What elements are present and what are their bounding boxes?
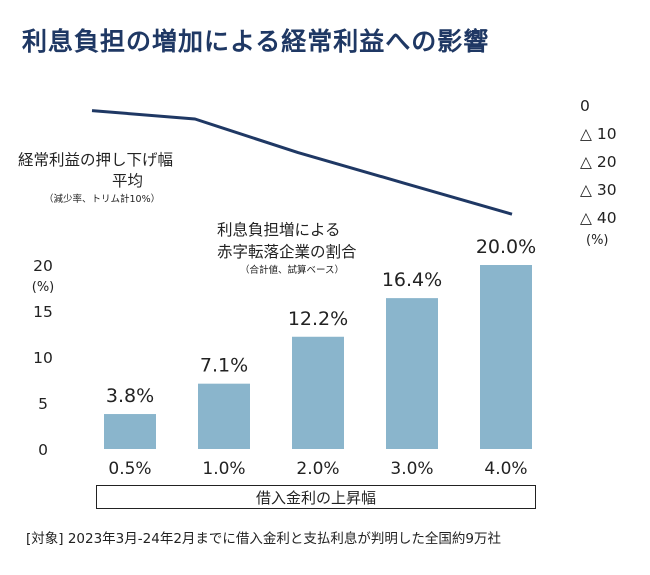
x-axis-tick: 2.0% <box>296 459 339 479</box>
x-axis-title: 借入金利の上昇幅 <box>96 485 536 509</box>
bar-3.0% <box>386 298 438 449</box>
chart-title: 利息負担の増加による経常利益への影響 <box>22 27 490 56</box>
bar-value-label: 20.0% <box>476 236 536 258</box>
bar-value-label: 3.8% <box>106 385 154 407</box>
right-axis-tick: △ 30 <box>580 181 617 199</box>
line-series-label-2: 平均 <box>112 172 144 190</box>
right-axis-tick: △ 40 <box>580 209 617 227</box>
bar-2.0% <box>292 336 344 449</box>
left-axis-unit: (%) <box>32 280 55 295</box>
right-axis-tick: 0 <box>580 97 590 115</box>
x-axis-tick: 0.5% <box>108 459 151 479</box>
bar-value-label: 7.1% <box>200 355 248 377</box>
bar-series-label-2: 赤字転落企業の割合 <box>217 243 357 261</box>
left-axis-tick: 20 <box>33 257 53 275</box>
bar-1.0% <box>198 383 250 449</box>
left-axis-tick: 10 <box>33 349 53 367</box>
x-axis-tick: 3.0% <box>390 459 433 479</box>
x-axis-tick: 4.0% <box>484 459 527 479</box>
bar-value-label: 16.4% <box>382 269 442 291</box>
right-axis-unit: (%) <box>586 233 609 248</box>
line-series-label: 経常利益の押し下げ幅 <box>18 151 174 169</box>
bar-value-label: 12.2% <box>288 308 348 330</box>
bar-4.0% <box>480 265 532 449</box>
left-axis-tick: 0 <box>38 441 48 459</box>
x-axis-tick: 1.0% <box>202 459 245 479</box>
left-axis-tick: 15 <box>33 303 53 321</box>
source-note: [対象] 2023年3月-24年2月までに借入金利と支払利息が判明した全国約9万… <box>26 531 501 547</box>
right-axis-tick: △ 20 <box>580 153 617 171</box>
bar-series-label: 利息負担増による <box>217 221 341 239</box>
bar-0.5% <box>104 414 156 449</box>
left-axis-tick: 5 <box>38 395 48 413</box>
right-axis-tick: △ 10 <box>580 125 617 143</box>
line-series-note: （減少率、トリム計10%） <box>44 194 161 205</box>
bar-series-note: （合計値、試算ベース） <box>240 265 345 276</box>
